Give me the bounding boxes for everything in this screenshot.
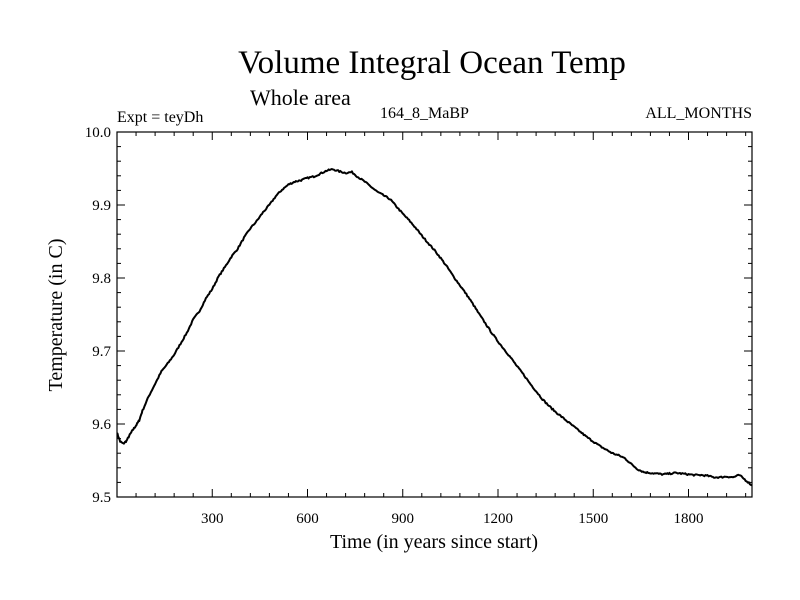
- chart-subtitle: Whole area: [250, 85, 351, 110]
- expt-label: Expt = teyDh: [117, 109, 203, 126]
- chart-title: Volume Integral Ocean Temp: [238, 45, 626, 81]
- period-label: 164_8_MaBP: [380, 105, 469, 122]
- series-layer: [116, 168, 753, 487]
- x-tick-label: 300: [201, 511, 224, 527]
- x-tick-label: 1800: [674, 511, 704, 527]
- x-tick-label: 1500: [578, 511, 608, 527]
- x-tick-label: 600: [296, 511, 319, 527]
- tick-labels: 300 600 900 1200 1500 1800 9.5 9.6 9.7 9.8 9.9 10.0: [85, 125, 704, 527]
- y-tick-label: 10.0: [85, 125, 111, 141]
- y-tick-label: 9.7: [92, 344, 111, 360]
- y-tick-label: 9.6: [92, 417, 111, 433]
- y-axis-label: Temperature (in C): [45, 239, 67, 392]
- y-tick-label: 9.8: [92, 271, 111, 287]
- axis-ticks: [117, 131, 752, 498]
- months-label: ALL_MONTHS: [645, 105, 752, 122]
- x-tick-label: 900: [392, 511, 415, 527]
- y-tick-label: 9.5: [92, 490, 111, 506]
- series-line: [116, 168, 753, 487]
- y-tick-label: 9.9: [92, 198, 111, 214]
- x-axis-label: Time (in years since start): [330, 531, 538, 553]
- plot-frame: [116, 131, 753, 498]
- x-tick-label: 1200: [483, 511, 513, 527]
